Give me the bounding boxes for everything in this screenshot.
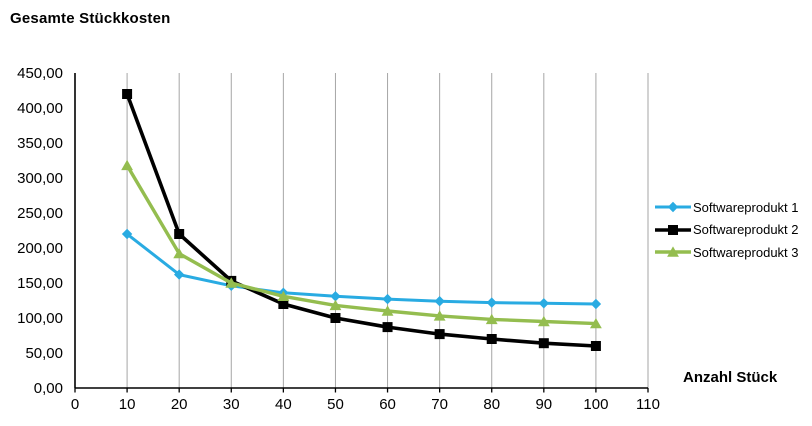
diamond-marker: [173, 269, 185, 280]
series-line: [125, 93, 597, 348]
legend-item-softwareprodukt-3: Softwareprodukt 3: [655, 241, 799, 264]
y-tick-label: 350,00: [17, 135, 63, 152]
x-tick-label: 70: [431, 396, 448, 413]
diamond-marker: [382, 293, 393, 305]
triangle-marker: [173, 248, 186, 259]
triangle-marker: [590, 318, 602, 329]
triangle-marker: [667, 246, 679, 257]
diamond-marker: [538, 298, 550, 309]
triangle-marker: [121, 159, 133, 171]
square-marker: [434, 329, 445, 340]
x-tick-label: 50: [327, 396, 344, 413]
legend-item-softwareprodukt-1: Softwareprodukt 1: [655, 196, 799, 219]
square-marker: [668, 224, 678, 235]
x-tick-label: 20: [171, 396, 188, 413]
legend: Softwareprodukt 1 Softwareprodukt 2 Soft…: [655, 196, 799, 264]
y-tick-label: 0,00: [34, 380, 63, 397]
square-marker: [538, 338, 549, 349]
series-line: [126, 232, 596, 306]
diamond-marker: [590, 298, 602, 310]
x-tick-label: 10: [119, 396, 136, 413]
legend-square-marker-icon: [655, 224, 691, 235]
y-tick-label: 200,00: [17, 240, 63, 257]
y-tick-label: 100,00: [17, 310, 63, 327]
y-tick-label: 150,00: [17, 275, 63, 292]
square-marker: [122, 89, 133, 99]
square-marker: [330, 313, 341, 323]
square-marker: [590, 341, 601, 351]
chart-title: Gesamte Stückkosten: [10, 10, 171, 27]
legend-item-softwareprodukt-2: Softwareprodukt 2: [655, 219, 799, 242]
y-tick-label: 50,00: [25, 345, 63, 362]
triangle-marker: [433, 310, 446, 321]
y-tick-label: 300,00: [17, 170, 63, 187]
square-marker: [174, 229, 185, 239]
triangle-marker: [329, 299, 342, 311]
diamond-marker: [330, 291, 341, 302]
legend-diamond-marker-icon: [655, 202, 691, 213]
x-tick-label: 40: [275, 396, 292, 413]
square-marker: [278, 299, 289, 309]
x-tick-label: 0: [71, 396, 79, 413]
x-tick-label: 30: [223, 396, 240, 413]
diamond-marker: [121, 228, 133, 240]
square-marker: [382, 322, 393, 333]
legend-label: Softwareprodukt 1: [693, 199, 799, 215]
legend-label: Softwareprodukt 3: [693, 244, 799, 260]
x-tick-label: 60: [379, 396, 396, 413]
diamond-marker: [434, 296, 445, 307]
diamond-marker: [486, 297, 497, 308]
y-tick-label: 400,00: [17, 100, 63, 117]
series-line: [125, 164, 596, 326]
triangle-marker: [381, 305, 394, 316]
x-tick-label: 100: [583, 396, 608, 413]
legend-label: Softwareprodukt 2: [693, 222, 799, 238]
triangle-marker: [225, 277, 238, 288]
y-tick-label: 250,00: [17, 205, 63, 222]
triangle-marker: [277, 290, 290, 301]
x-axis-label: Anzahl Stück: [683, 369, 778, 386]
y-tick-label: 450,00: [17, 65, 63, 82]
triangle-marker: [537, 315, 550, 327]
x-tick-label: 90: [535, 396, 552, 413]
triangle-marker: [485, 313, 498, 325]
x-tick-label: 80: [483, 396, 500, 413]
legend-triangle-marker-icon: [655, 246, 691, 257]
diamond-marker: [667, 202, 679, 213]
x-tick-label: 110: [636, 396, 660, 413]
square-marker: [486, 334, 497, 344]
